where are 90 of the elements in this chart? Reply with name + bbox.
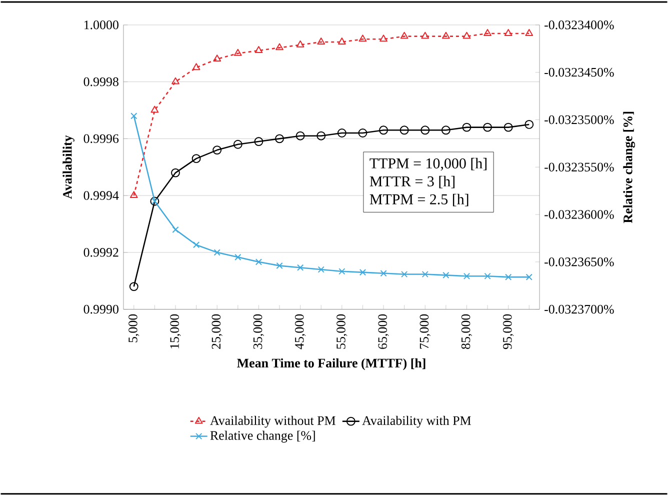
point bbox=[422, 270, 428, 278]
annotation: MTTR = 3 [h] bbox=[370, 176, 454, 188]
y2-tick-label: -0.0323400% bbox=[544, 20, 614, 30]
point bbox=[380, 270, 387, 277]
point bbox=[400, 126, 409, 135]
point bbox=[213, 54, 222, 62]
point bbox=[254, 137, 264, 146]
point bbox=[358, 34, 367, 42]
y-tick-label: 0.9996 bbox=[84, 134, 119, 144]
point bbox=[462, 122, 472, 132]
y2-tick-label: -0.0323500% bbox=[544, 115, 614, 124]
y2-tick-label: -0.0323550% bbox=[544, 162, 614, 172]
y-tick-label: 0.9994 bbox=[84, 191, 119, 200]
point bbox=[316, 131, 326, 140]
point bbox=[524, 120, 534, 129]
point bbox=[504, 122, 513, 132]
point bbox=[483, 122, 492, 132]
x-axis-title: Mean Time to Failure (MTTF) [h] bbox=[237, 358, 426, 370]
point bbox=[526, 274, 532, 280]
point bbox=[337, 128, 346, 138]
point bbox=[212, 146, 222, 155]
point bbox=[379, 126, 388, 135]
point bbox=[172, 77, 180, 84]
point bbox=[150, 106, 159, 113]
point bbox=[400, 32, 408, 39]
point bbox=[441, 126, 450, 135]
y2-tick-label: -0.0323600% bbox=[544, 210, 614, 219]
point bbox=[338, 38, 346, 45]
x-tick-label: 55,000 bbox=[336, 314, 348, 349]
point bbox=[505, 274, 512, 280]
point bbox=[359, 269, 366, 276]
point bbox=[504, 29, 512, 36]
point bbox=[462, 32, 471, 39]
x-tick-label: 25,000 bbox=[212, 314, 222, 349]
y2-tick-label: -0.0323650% bbox=[544, 258, 614, 266]
point bbox=[318, 266, 324, 273]
point bbox=[214, 249, 220, 256]
point bbox=[442, 32, 450, 39]
point bbox=[130, 191, 138, 198]
y2-axis-title: Relative change [%] bbox=[623, 112, 636, 224]
point bbox=[130, 112, 138, 120]
point bbox=[276, 262, 283, 270]
point bbox=[463, 272, 470, 280]
point bbox=[420, 126, 430, 135]
point bbox=[234, 254, 242, 261]
point bbox=[525, 29, 534, 36]
point bbox=[442, 272, 450, 279]
point bbox=[254, 46, 263, 54]
point bbox=[276, 43, 284, 50]
x-tick-label: 65,000 bbox=[378, 314, 389, 349]
y2-tick-label: -0.0323700% bbox=[544, 304, 614, 314]
annotation: MTPM = 2.5 [h] bbox=[370, 194, 468, 206]
legend-label: Availability without PM bbox=[210, 416, 336, 428]
point bbox=[192, 154, 201, 164]
point bbox=[421, 32, 430, 39]
x-tick-label: 5,000 bbox=[128, 314, 140, 342]
point bbox=[317, 38, 326, 45]
x-tick-label: 15,000 bbox=[170, 314, 181, 348]
point bbox=[234, 48, 242, 56]
point bbox=[380, 34, 388, 42]
point bbox=[172, 226, 179, 234]
point bbox=[129, 282, 138, 292]
x-tick-label: 95,000 bbox=[503, 314, 514, 350]
y-axis-title: Availability bbox=[62, 135, 74, 200]
y-tick-label: 0.9998 bbox=[84, 77, 118, 86]
y-tick-label: 0.9992 bbox=[84, 248, 118, 257]
point bbox=[358, 128, 368, 138]
point bbox=[171, 168, 180, 178]
point bbox=[275, 134, 284, 144]
point bbox=[192, 242, 200, 248]
legend-label: Availability with PM bbox=[362, 416, 471, 428]
point bbox=[233, 140, 242, 149]
annotation: TTPM = 10,000 [h] bbox=[370, 158, 486, 171]
point bbox=[484, 29, 492, 36]
x-tick-label: 75,000 bbox=[420, 314, 430, 349]
point bbox=[192, 63, 200, 70]
point bbox=[401, 270, 408, 278]
x-tick-label: 45,000 bbox=[295, 314, 306, 350]
point bbox=[296, 131, 305, 140]
point bbox=[296, 264, 304, 271]
x-tick-label: 85,000 bbox=[461, 314, 472, 350]
legend-label: Relative change [%] bbox=[210, 430, 315, 443]
point bbox=[255, 258, 262, 266]
point bbox=[484, 272, 491, 280]
x-tick-label: 35,000 bbox=[253, 314, 264, 349]
y-tick-label: 0.9990 bbox=[84, 304, 118, 314]
y-tick-label: 1.0000 bbox=[84, 20, 118, 30]
y2-tick-label: -0.0323450% bbox=[544, 68, 614, 77]
point bbox=[296, 40, 304, 48]
point bbox=[338, 268, 346, 275]
